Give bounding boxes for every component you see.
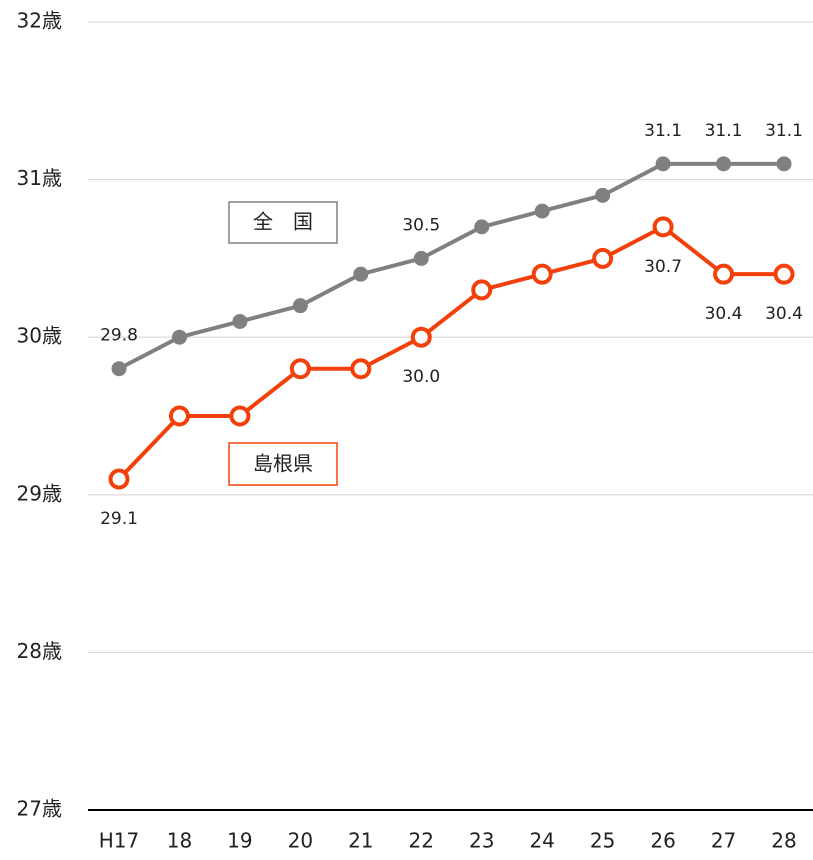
data-label: 29.8	[100, 326, 138, 346]
point	[229, 405, 251, 427]
point	[350, 358, 372, 380]
y-tick-label: 32歳	[17, 9, 62, 33]
data-label: 31.1	[644, 121, 682, 141]
legend-label: 全 国	[253, 210, 313, 234]
y-tick-label: 27歳	[17, 797, 62, 821]
data-label: 29.1	[100, 509, 138, 529]
point	[108, 468, 130, 490]
point	[471, 279, 493, 301]
series-line	[118, 161, 784, 371]
data-label: 30.5	[402, 215, 440, 235]
point	[289, 358, 311, 380]
x-tick-label: 21	[348, 829, 373, 853]
x-tick-label: 18	[167, 829, 192, 853]
x-tick-label: H17	[99, 829, 140, 853]
x-tick-label: 26	[650, 829, 675, 853]
point	[713, 263, 735, 285]
data-label: 31.1	[765, 121, 803, 141]
point	[773, 263, 795, 285]
x-tick-label: 19	[227, 829, 252, 853]
point	[655, 156, 671, 172]
data-label: 30.4	[765, 304, 803, 324]
x-tick-label: 27	[711, 829, 736, 853]
point	[353, 266, 369, 282]
data-label: 30.7	[644, 257, 682, 277]
x-tick-label: 22	[409, 829, 434, 853]
x-tick-label: 25	[590, 829, 615, 853]
y-tick-label: 28歳	[17, 639, 62, 663]
point	[716, 156, 732, 172]
data-label: 30.4	[705, 304, 743, 324]
point	[531, 263, 553, 285]
x-tick-label: 28	[771, 829, 796, 853]
point	[595, 187, 611, 203]
point	[292, 298, 308, 314]
y-tick-label: 29歳	[17, 481, 62, 505]
x-tick-label: 23	[469, 829, 494, 853]
point	[111, 361, 127, 377]
point	[410, 326, 432, 348]
legend-label: 島根県	[253, 452, 313, 476]
point	[413, 250, 429, 266]
point	[232, 313, 248, 329]
point	[776, 156, 792, 172]
point	[534, 203, 550, 219]
x-tick-label: 24	[529, 829, 554, 853]
point	[592, 247, 614, 269]
data-label: 31.1	[705, 121, 743, 141]
data-label: 30.0	[402, 367, 440, 387]
legend-box	[228, 201, 338, 244]
point	[474, 219, 490, 235]
point	[652, 216, 674, 238]
legend-box	[228, 442, 338, 486]
series-line	[117, 224, 784, 481]
y-tick-label: 31歳	[17, 166, 62, 190]
y-tick-label: 30歳	[17, 324, 62, 348]
x-tick-label: 20	[288, 829, 313, 853]
point	[168, 405, 190, 427]
point	[171, 329, 187, 345]
